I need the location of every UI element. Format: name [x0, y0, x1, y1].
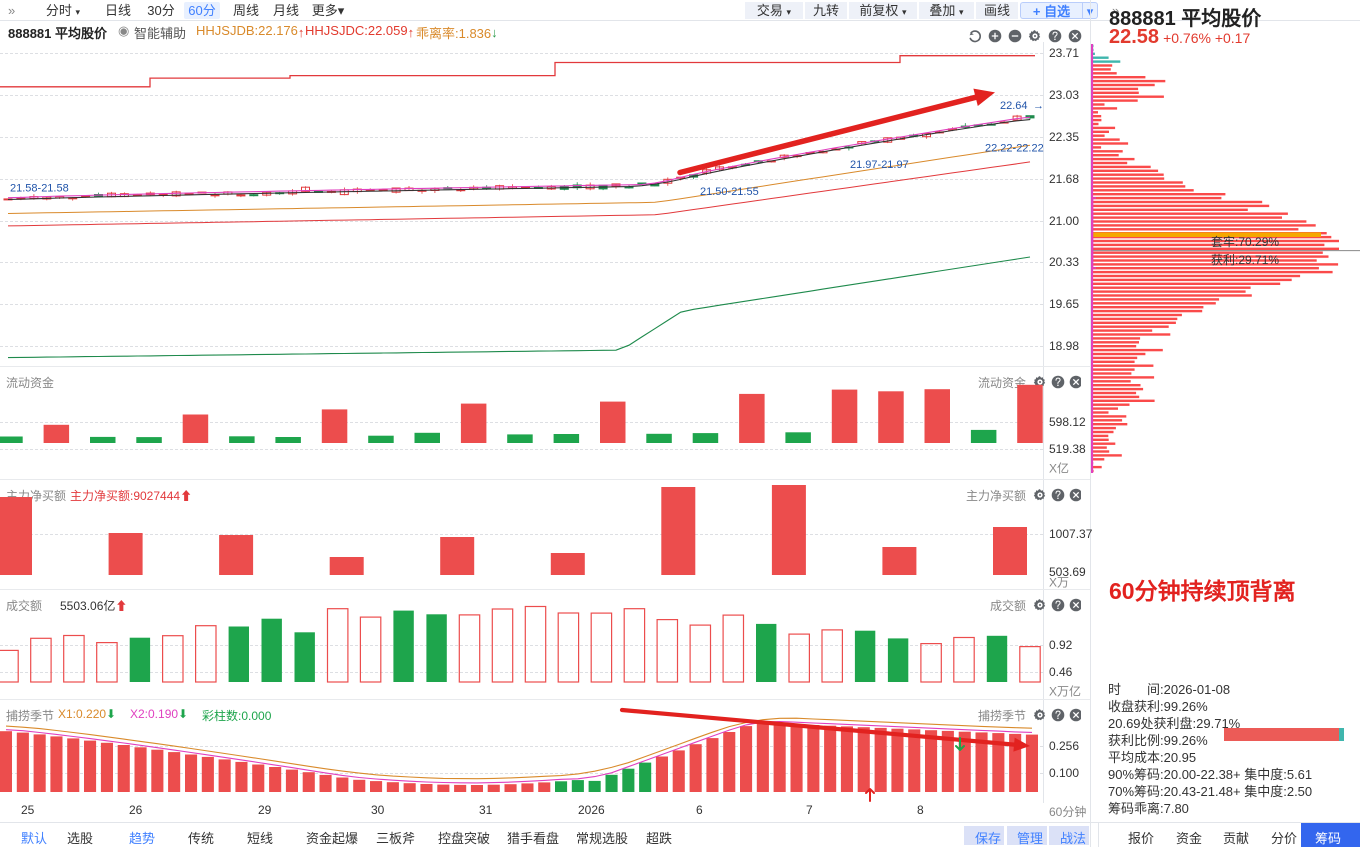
- svg-text:21.50-21.55: 21.50-21.55: [700, 186, 759, 198]
- svg-text:22.22-22.22: 22.22-22.22: [985, 142, 1044, 154]
- svg-text:21.58-21.58: 21.58-21.58: [10, 183, 69, 195]
- svg-text:22.64: 22.64: [1000, 100, 1028, 112]
- svg-text:→: →: [1033, 100, 1044, 112]
- svg-text:21.97-21.97: 21.97-21.97: [850, 159, 909, 171]
